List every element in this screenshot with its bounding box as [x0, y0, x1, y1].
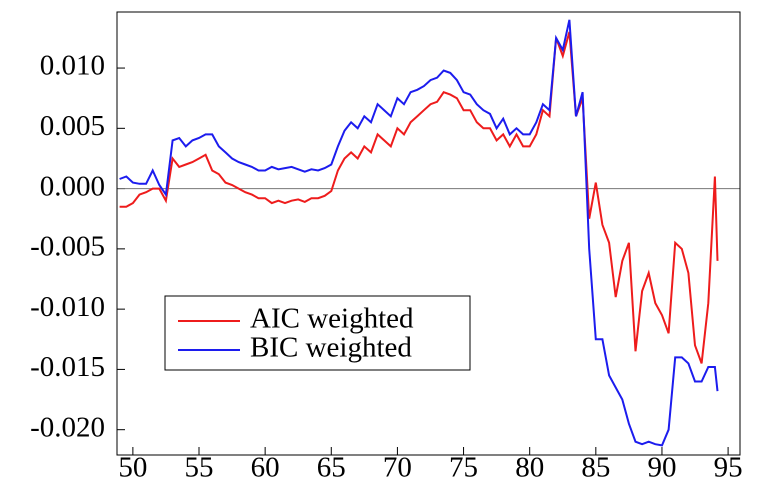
x-tick-label: 75: [449, 452, 478, 484]
x-tick-label: 90: [647, 452, 676, 484]
y-tick-label: 0.005: [40, 110, 105, 142]
x-tick-label: 55: [185, 452, 214, 484]
y-tick-label: -0.005: [30, 231, 105, 263]
x-tick-label: 95: [714, 452, 743, 484]
x-tick-label: 70: [383, 452, 412, 484]
x-tick-label: 50: [118, 452, 147, 484]
legend-box: [164, 295, 471, 371]
y-tick-label: -0.010: [30, 291, 105, 323]
y-tick-label: -0.020: [30, 411, 105, 443]
x-tick-label: 80: [515, 452, 544, 484]
legend-label: BIC weighted: [250, 332, 412, 364]
x-tick-label: 85: [581, 452, 610, 484]
x-tick-label: 60: [251, 452, 280, 484]
y-tick-label: -0.015: [30, 351, 105, 383]
x-tick-label: 65: [317, 452, 346, 484]
y-tick-label: 0.010: [40, 50, 105, 82]
plot-frame: [116, 11, 741, 456]
series-line: [119, 31, 719, 364]
legend-label: AIC weighted: [250, 303, 414, 335]
y-tick-label: 0.000: [40, 170, 105, 202]
series-line: [119, 19, 719, 447]
